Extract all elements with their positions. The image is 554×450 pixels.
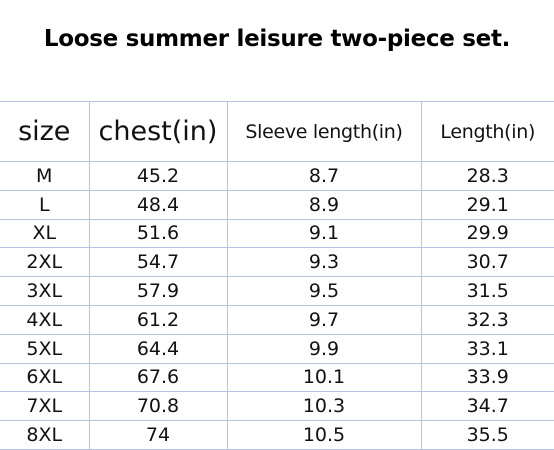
cell-size: 5XL (0, 333, 90, 364)
cell-sleeve-length: 10.1 (226, 362, 422, 393)
cell-size: XL (0, 218, 90, 249)
cell-chest: 57.9 (88, 276, 228, 306)
cell-chest: 54.7 (88, 247, 228, 278)
cell-size: 2XL (0, 247, 90, 278)
cell-length: 30.7 (420, 247, 554, 278)
cell-size: 8XL (0, 420, 90, 450)
cell-size: 4XL (0, 304, 90, 335)
table-row: XL 51.6 9.1 29.9 (0, 218, 554, 249)
header-length: Length(in) (420, 101, 554, 162)
cell-length: 35.5 (420, 420, 554, 450)
table-row: 6XL 67.6 10.1 33.9 (0, 362, 554, 393)
cell-size: M (0, 161, 90, 191)
cell-chest: 61.2 (88, 304, 228, 335)
cell-length: 33.9 (420, 362, 554, 393)
cell-sleeve-length: 8.9 (226, 189, 422, 220)
cell-chest: 48.4 (88, 189, 228, 220)
cell-chest: 64.4 (88, 333, 228, 364)
cell-length: 29.1 (420, 189, 554, 220)
cell-length: 34.7 (420, 391, 554, 422)
cell-sleeve-length: 10.3 (226, 391, 422, 422)
header-sleeve-length: Sleeve length(in) (226, 101, 422, 162)
header-chest: chest(in) (88, 101, 228, 162)
table-row: L 48.4 8.9 29.1 (0, 189, 554, 220)
cell-sleeve-length: 9.9 (226, 333, 422, 364)
table-header-row: size chest(in) Sleeve length(in) Length(… (0, 101, 554, 162)
page-title: Loose summer leisure two-piece set. (43, 26, 511, 52)
cell-length: 31.5 (420, 276, 554, 306)
cell-chest: 51.6 (88, 218, 228, 249)
cell-chest: 74 (88, 420, 228, 450)
table-row: 5XL 64.4 9.9 33.1 (0, 333, 554, 364)
cell-length: 32.3 (420, 304, 554, 335)
table-row: 7XL 70.8 10.3 34.7 (0, 391, 554, 422)
table-row: 3XL 57.9 9.5 31.5 (0, 276, 554, 306)
cell-sleeve-length: 9.7 (226, 304, 422, 335)
cell-length: 33.1 (420, 333, 554, 364)
table-body: M 45.2 8.7 28.3 L 48.4 8.9 29.1 XL 51.6 9.1 29.9 2XL… (0, 161, 554, 450)
cell-size: 3XL (0, 276, 90, 306)
header-size: size (0, 101, 90, 162)
cell-chest: 70.8 (88, 391, 228, 422)
cell-sleeve-length: 8.7 (226, 161, 422, 191)
cell-size: 7XL (0, 391, 90, 422)
table-row: 2XL 54.7 9.3 30.7 (0, 247, 554, 278)
cell-length: 29.9 (420, 218, 554, 249)
table-row: 8XL 74 10.5 35.5 (0, 420, 554, 450)
table-row: M 45.2 8.7 28.3 (0, 161, 554, 191)
table-row: 4XL 61.2 9.7 32.3 (0, 304, 554, 335)
cell-size: L (0, 189, 90, 220)
cell-sleeve-length: 10.5 (226, 420, 422, 450)
cell-size: 6XL (0, 362, 90, 393)
cell-sleeve-length: 9.5 (226, 276, 422, 306)
cell-chest: 45.2 (88, 161, 228, 191)
cell-chest: 67.6 (88, 362, 228, 393)
size-chart-table: size chest(in) Sleeve length(in) Length(… (0, 101, 554, 450)
cell-length: 28.3 (420, 161, 554, 191)
cell-sleeve-length: 9.3 (226, 247, 422, 278)
cell-sleeve-length: 9.1 (226, 218, 422, 249)
